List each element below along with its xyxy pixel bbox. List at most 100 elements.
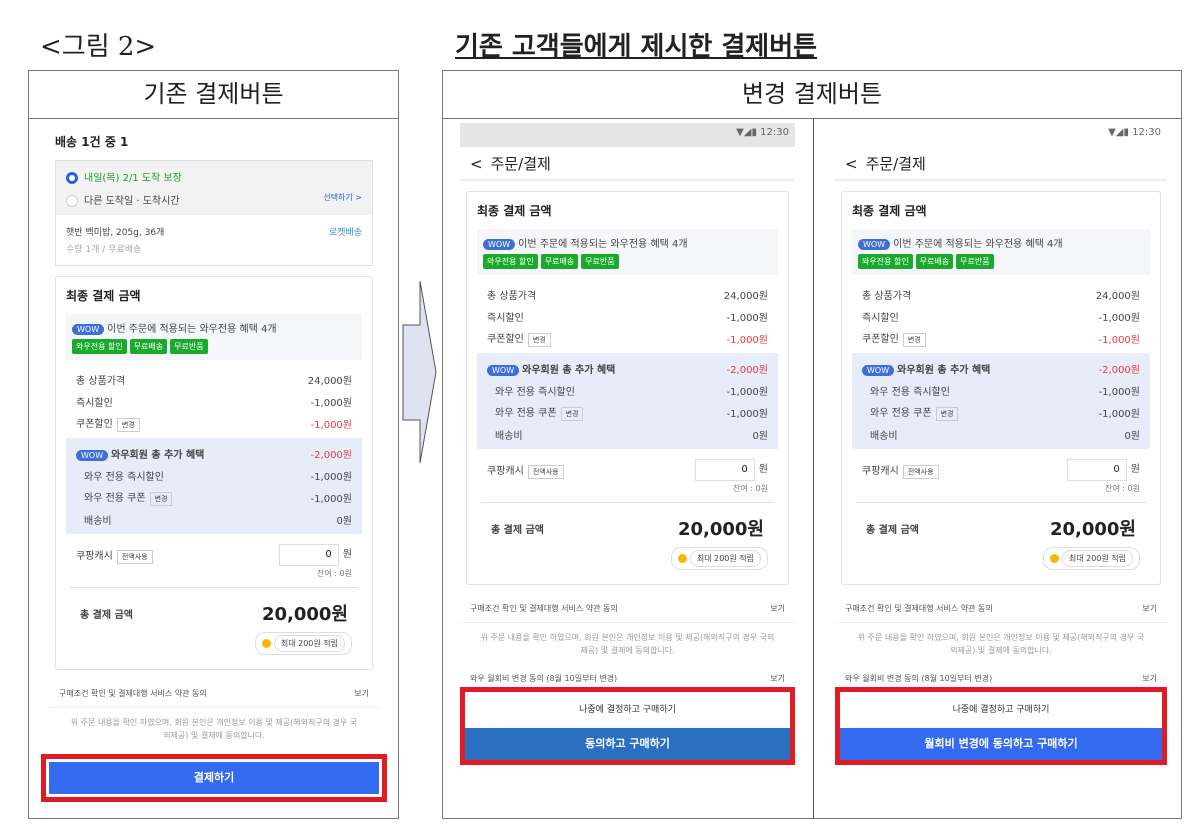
cash-label: 쿠팡캐시 [76,550,113,562]
wow-member-label-wrap: WOW 와우회원 총 추가 혜택 [862,361,990,376]
coin-icon [1049,554,1059,563]
wow-benefit-text: 이번 주문에 적용되는 와우전용 혜택 4개 [518,239,688,250]
signal-icon: ▼◢▮ [1108,127,1133,138]
price-label-wrap: 총 상품가격 [487,287,536,302]
old-checkout-screen: 배송 1건 중 1 내일(목) 2/1 도착 보장 다른 도착일 · 도착시간 선택하… [41,123,387,802]
terms-view-link[interactable]: 보기 [1142,604,1157,613]
cash-unit: 원 [342,549,352,560]
wow-row-label-wrap: 와우 전용 즉시할인 [76,468,164,483]
wow-benefit-box: WOW 이번 주문에 적용되는 와우전용 혜택 4개 와우전용 할인 무료배송 무료반품 [477,229,778,275]
wow-badge: WOW [76,449,109,461]
cash-input[interactable]: 0 [278,544,339,566]
price-value: -1,000원 [1098,334,1140,346]
wow-tags: 와우전용 할인 무료배송 무료반품 [72,335,356,354]
final-payment-title: 최종 결제 금액 [66,289,141,303]
cash-balance: 잔여 : 0원 [1105,484,1140,493]
use-all-cash-button[interactable]: 전액사용 [116,549,153,564]
wow-row-label-wrap: 배송비 [487,427,523,442]
wow-tag: 와우전용 할인 [72,339,127,354]
price-label: 즉시할인 [862,312,899,324]
use-all-cash-button[interactable]: 전액사용 [527,464,564,479]
consent-note: 위 주문 내용을 확인 하였으며, 회원 본인은 개인정보 이용 및 제공(해외… [857,633,1145,655]
wow-fee-view-link[interactable]: 보기 [1142,674,1157,683]
price-row: 즉시할인 -1,000원 [66,390,362,412]
terms-row: 구매조건 확인 및 결제대행 서비스 약관 동의 보기 [460,595,795,623]
coin-icon [261,639,271,648]
wow-row-value: -1,000원 [726,408,768,420]
status-time: 12:30 [760,127,789,138]
highlight-frame: 결제하기 [41,754,387,802]
price-row: 쿠폰할인 변경 -1,000원 [852,327,1150,349]
agree-and-buy-button[interactable]: 동의하고 구매하기 [465,728,790,760]
divider [813,119,814,819]
wow-member-value: -2,000원 [1098,364,1140,376]
price-value: -1,000원 [310,419,352,431]
terms-view-link[interactable]: 보기 [354,689,369,698]
cash-label-wrap: 쿠팡캐시 전액사용 [76,547,153,564]
coupon-change-button[interactable]: 변경 [116,417,140,432]
wow-row: 배송비 0원 [66,508,362,530]
cash-input[interactable]: 0 [1066,459,1127,481]
wow-fee-view-link[interactable]: 보기 [770,674,785,683]
cash-label-wrap: 쿠팡캐시 전액사용 [862,462,939,479]
coupon-change-button[interactable]: 변경 [902,332,926,347]
wow-benefit-line: WOW 이번 주문에 적용되는 와우전용 혜택 4개 [858,235,1144,250]
rocket-delivery: 로켓배송 [328,228,362,238]
cash-label: 쿠팡캐시 [862,465,899,477]
total-value: 20,000원 [261,604,348,625]
product-info: 햇반 백미밥, 205g, 36개 수량 1개 / 무료배송 로켓배송 [56,215,372,265]
old-panel-header: 기존 결제버튼 [29,71,398,119]
delivery-option-other[interactable]: 다른 도착일 · 도착시간 선택하기 > [66,192,362,207]
wow-member-box: WOW 와우회원 총 추가 혜택 -2,000원 와우 전용 즉시할인 -1,000원 와… [852,353,1150,449]
back-icon[interactable]: < [845,155,858,173]
cash-balance: 잔여 : 0원 [317,569,352,578]
wow-tag: 무료반품 [581,254,619,269]
wow-member-label: 와우회원 총 추가 혜택 [897,364,991,376]
price-label: 즉시할인 [487,312,524,324]
radio-unselected[interactable] [66,195,78,207]
coin-icon [677,554,687,563]
decide-later-button[interactable]: 나중에 결정하고 구매하기 [465,692,790,728]
wow-row: 와우 전용 쿠폰 변경 -1,000원 [852,401,1150,423]
total-label: 총 결제 금액 [866,524,919,536]
radio-selected[interactable] [66,172,78,184]
cash-input[interactable]: 0 [694,459,755,481]
price-value: 24,000원 [1095,290,1140,302]
price-value: 24,000원 [307,375,352,387]
use-all-cash-button[interactable]: 전액사용 [902,464,939,479]
delivery-option-selected[interactable]: 내일(목) 2/1 도착 보장 [66,169,362,184]
price-label-wrap: 총 상품가격 [862,287,911,302]
terms-view-link[interactable]: 보기 [770,604,785,613]
wow-member-label-wrap: WOW 와우회원 총 추가 혜택 [76,446,204,461]
cash-row: 쿠팡캐시 전액사용 0 원 [852,453,1150,481]
figure-title: 기존 고객들에게 제시한 결제버튼 [455,32,818,62]
wow-row-label-wrap: 와우 전용 쿠폰 변경 [862,404,959,421]
wow-coupon-change-button[interactable]: 변경 [935,406,959,421]
wow-benefit-line: WOW 이번 주문에 적용되는 와우전용 혜택 4개 [483,235,772,250]
wow-row: 와우 전용 쿠폰 변경 -1,000원 [477,401,778,423]
wow-coupon-change-button[interactable]: 변경 [149,491,173,506]
nav-bar: < 주문/결제 [835,147,1167,181]
consent-note: 위 주문 내용을 확인 하였으며, 회원 본인은 개인정보 이용 및 제공(해외… [70,718,358,740]
select-link[interactable]: 선택하기 > [323,193,362,202]
final-payment-card: 최종 결제 금액 WOW 이번 주문에 적용되는 와우전용 혜택 4개 와우전용 할인… [841,191,1161,585]
decide-later-button[interactable]: 나중에 결정하고 구매하기 [840,692,1162,728]
coupon-change-button[interactable]: 변경 [527,332,551,347]
price-row: 총 상품가격 24,000원 [477,283,778,305]
wow-member-value: -2,000원 [310,449,352,461]
terms-text: 구매조건 확인 및 결제대행 서비스 약관 동의 [59,689,207,698]
agree-and-buy-button[interactable]: 월회비 변경에 동의하고 구매하기 [840,728,1162,760]
back-icon[interactable]: < [470,155,483,173]
pay-button[interactable]: 결제하기 [49,762,379,794]
wow-coupon-change-button[interactable]: 변경 [560,406,584,421]
points-badge: 최대 200원 적립 [670,547,768,570]
wow-row: 와우 전용 즉시할인 -1,000원 [66,464,362,486]
wow-tag: 무료배송 [129,339,168,354]
wow-badge: WOW [858,239,891,250]
status-time: 12:30 [1132,127,1161,138]
new-button-panel: 변경 결제버튼 ▼◢▮ 12:30 < 주문/결제 최종 결제 금액 WOW 이번 주문에… [442,70,1182,819]
final-payment-title: 최종 결제 금액 [852,204,927,218]
